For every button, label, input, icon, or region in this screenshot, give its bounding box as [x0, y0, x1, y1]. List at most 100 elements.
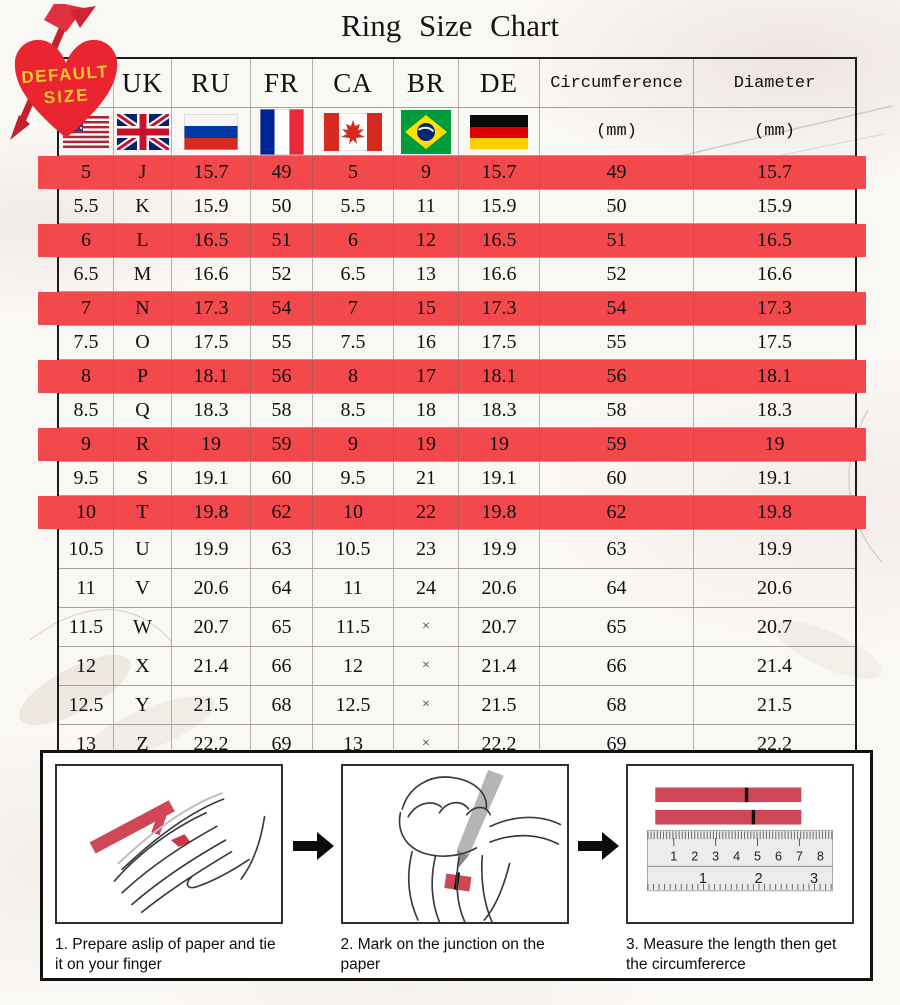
table-row: 6.5 M 16.6 52 6.5 13 16.6 52 16.6: [59, 258, 855, 292]
table-cell: 21.4: [757, 654, 792, 677]
table-cell: 18.1: [459, 360, 540, 393]
table-cell: 10: [59, 496, 114, 529]
table-cell: 10.5: [313, 530, 394, 568]
table-cell: 5: [59, 156, 114, 189]
table-cell: V: [114, 569, 172, 607]
table-cell: 49: [540, 156, 694, 189]
table-cell: 13: [59, 725, 114, 763]
table-cell: 52: [540, 258, 694, 291]
table-cell: 66: [251, 647, 313, 685]
table-cell: 59: [540, 428, 694, 461]
table-cell: L: [114, 224, 172, 257]
table-cell: 19: [459, 428, 540, 461]
table-cell: 24: [394, 569, 459, 607]
table-cell: M: [114, 258, 172, 291]
table-cell: 16.6: [172, 258, 251, 291]
table-cell: 8.5: [59, 394, 114, 427]
ca-flag-icon: [324, 112, 382, 151]
table-cell: 16.5: [172, 224, 251, 257]
measuring-instructions: 1. Prepare aslip of paper and tie it on …: [40, 750, 873, 981]
step-caption-1: 1. Prepare aslip of paper and tie it on …: [55, 936, 276, 974]
step-panel-2: [340, 764, 569, 924]
table-cell: 18.3: [172, 394, 251, 427]
table-cell: W: [114, 608, 172, 646]
ru-flag-icon: [184, 113, 238, 150]
table-header-row: US UK RU FR CA BR DE Circumference Diame…: [59, 59, 855, 108]
table-cell: 19.1: [172, 462, 251, 495]
heart-icon: [14, 39, 118, 138]
table-cell: P: [114, 360, 172, 393]
table-cell: 69: [540, 725, 694, 763]
table-cell: 59: [251, 428, 313, 461]
table-cell: 18.3: [757, 399, 792, 421]
svg-text:4: 4: [733, 850, 740, 864]
table-row: 11 V 20.6 64 11 24 20.6 64 20.6: [59, 569, 855, 608]
table-cell: 15.7: [172, 156, 251, 189]
table-cell: 19.1: [757, 467, 792, 489]
table-cell: 20.6: [459, 569, 540, 607]
table-cell: 17: [394, 360, 459, 393]
table-cell: 15.9: [757, 195, 792, 217]
table-cell: 63: [540, 530, 694, 568]
uk-flag-icon: [116, 113, 169, 150]
table-cell: 8.5: [313, 394, 394, 427]
table-cell: 51: [540, 224, 694, 257]
table-cell: 18.1: [757, 365, 792, 387]
maple-leaf-icon: [341, 119, 365, 144]
table-row: 12.5 Y 21.5 68 12.5 × 21.5 68 21.5: [59, 686, 855, 725]
table-cell: X: [114, 647, 172, 685]
table-cell: 9: [313, 428, 394, 461]
table-cell: 15.7: [459, 156, 540, 189]
header-cell-de: DE: [459, 59, 540, 107]
table-cell: 65: [251, 608, 313, 646]
circumference-unit: (mm): [540, 108, 694, 155]
table-cell: 18.1: [172, 360, 251, 393]
table-cell: 15.7: [757, 161, 792, 183]
table-cell: 20.6: [757, 576, 792, 599]
svg-text:6: 6: [775, 850, 782, 864]
table-cell: 58: [540, 394, 694, 427]
table-cell: R: [114, 428, 172, 461]
table-row: 9.5 S 19.1 60 9.5 21 19.1 60 19.1: [59, 462, 855, 496]
table-cell: 21.4: [172, 647, 251, 685]
instruction-step-3: 1 2 3 4 5 6 7 8 1 2 3: [626, 764, 858, 978]
svg-text:1: 1: [670, 850, 677, 864]
table-cell: 6: [59, 224, 114, 257]
table-cell: 11: [394, 190, 459, 223]
table-cell: 11: [313, 569, 394, 607]
table-cell: ×: [394, 647, 459, 685]
table-cell: 18: [394, 394, 459, 427]
table-row: 12 X 21.4 66 12 × 21.4 66 21.4: [59, 647, 855, 686]
table-cell: 10: [313, 496, 394, 529]
table-cell: 56: [251, 360, 313, 393]
br-flag-icon: [401, 109, 451, 154]
table-row: 7.5 O 17.5 55 7.5 16 17.5 55 17.5: [59, 326, 855, 360]
header-cell-diameter: Diameter: [733, 73, 816, 93]
table-cell: 11.5: [59, 608, 114, 646]
right-arrow-icon: [578, 832, 620, 860]
table-cell: 17.3: [757, 297, 792, 319]
svg-text:1: 1: [699, 871, 707, 887]
ruler-measure-illustration: 1 2 3 4 5 6 7 8 1 2 3: [646, 787, 834, 892]
table-cell: 7: [59, 292, 114, 325]
table-cell: 54: [251, 292, 313, 325]
table-cell: 55: [540, 326, 694, 359]
table-cell: 60: [251, 462, 313, 495]
table-cell: 5.5: [313, 190, 394, 223]
table-cell: 19.8: [459, 496, 540, 529]
step-caption-2: 2. Mark on the junction on the paper: [340, 936, 545, 974]
table-cell: 9: [394, 156, 459, 189]
table-cell: ×: [394, 725, 459, 763]
table-cell: 58: [251, 394, 313, 427]
hand-with-paper-illustration: [89, 792, 266, 914]
table-cell: 17.3: [459, 292, 540, 325]
table-cell: 19.8: [172, 496, 251, 529]
table-cell: 62: [251, 496, 313, 529]
table-cell: 19.8: [757, 501, 792, 523]
table-cell: 6.5: [59, 258, 114, 291]
header-cell-ca: CA: [313, 59, 394, 107]
dart-arrow-icon: [10, 4, 96, 140]
table-cell: 12: [394, 224, 459, 257]
instruction-step-1: 1. Prepare aslip of paper and tie it on …: [55, 764, 287, 978]
table-cell: Z: [114, 725, 172, 763]
